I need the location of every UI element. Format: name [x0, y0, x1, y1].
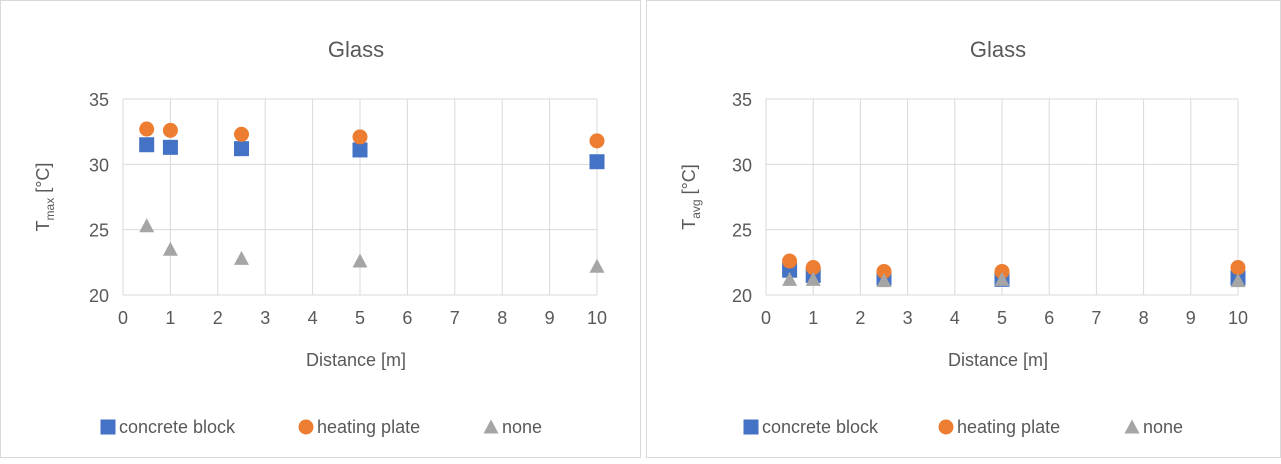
y-tick-label: 35 [732, 90, 752, 110]
x-tick-label: 3 [260, 308, 270, 328]
data-point [162, 139, 178, 155]
chart-panel-tmax: Glass 0 1 2 3 4 5 6 7 8 9 10 20 25 30 35 Distance [m] Tma… [0, 0, 641, 458]
data-point [1230, 260, 1246, 276]
y-axis-label: Tavg [°C] [679, 164, 703, 230]
data-point [1230, 273, 1246, 288]
x-axis-label: Distance [m] [306, 350, 406, 370]
series-none [782, 271, 1246, 288]
chart-title: Glass [970, 37, 1026, 62]
x-tick-label: 10 [1228, 308, 1248, 328]
data-point [139, 137, 155, 153]
x-tick-label: 0 [761, 308, 771, 328]
data-point [139, 121, 155, 137]
data-point [352, 142, 368, 158]
legend: concrete block heating plate none [743, 417, 1183, 437]
y-tick-label: 30 [89, 155, 109, 175]
legend-marker-none [1124, 419, 1140, 434]
data-point [162, 241, 178, 256]
data-point [994, 263, 1010, 279]
x-tick-label: 5 [997, 308, 1007, 328]
series-heating-plate [782, 253, 1246, 279]
y-tick-label: 30 [732, 155, 752, 175]
x-tick-label: 4 [950, 308, 960, 328]
data-point [352, 129, 368, 145]
legend-label: concrete block [762, 417, 879, 437]
chart-panel-tavg: Glass 0 1 2 3 4 5 6 7 8 9 10 20 25 30 35 Distance [m] Tav… [646, 0, 1281, 458]
data-point [139, 218, 155, 233]
x-tick-label: 6 [1044, 308, 1054, 328]
legend-marker-concrete-block [743, 419, 759, 435]
series-heating-plate [139, 121, 605, 149]
data-point [876, 263, 892, 279]
data-point [234, 126, 249, 142]
x-tick-label: 0 [118, 308, 128, 328]
chart-tmax-svg: Glass 0 1 2 3 4 5 6 7 8 9 10 20 25 30 35 Distance [m] Tma… [33, 37, 607, 437]
x-tick-label: 3 [903, 308, 913, 328]
series-concrete-block [139, 137, 605, 170]
x-tick-label: 1 [808, 308, 818, 328]
data-point [234, 250, 249, 265]
x-axis-label: Distance [m] [948, 350, 1048, 370]
chart-tavg-svg: Glass 0 1 2 3 4 5 6 7 8 9 10 20 25 30 35 Distance [m] Tav… [679, 37, 1248, 437]
legend-marker-heating-plate [298, 419, 314, 435]
gridlines [765, 98, 1239, 296]
y-tick-label: 25 [732, 221, 752, 241]
x-tick-label: 10 [587, 308, 607, 328]
data-point [782, 253, 798, 269]
x-tick-label: 1 [165, 308, 175, 328]
x-tick-label: 7 [1091, 308, 1101, 328]
x-tick-label: 9 [1186, 308, 1196, 328]
data-point [805, 260, 821, 276]
legend-label: concrete block [119, 417, 236, 437]
chart-title: Glass [328, 37, 384, 62]
legend-label: none [1143, 417, 1183, 437]
x-tick-label: 8 [497, 308, 507, 328]
x-tick-label: 8 [1139, 308, 1149, 328]
legend: concrete block heating plate none [100, 417, 542, 437]
y-tick-label: 25 [89, 221, 109, 241]
data-point [589, 258, 605, 273]
x-tick-label: 7 [450, 308, 460, 328]
y-axis-label: Tmax [°C] [33, 163, 57, 232]
x-tick-label: 6 [402, 308, 412, 328]
data-point [994, 271, 1010, 286]
legend-marker-heating-plate [938, 419, 954, 435]
legend-label: heating plate [957, 417, 1060, 437]
x-tick-label: 2 [855, 308, 865, 328]
x-tick-label: 4 [308, 308, 318, 328]
legend-marker-concrete-block [100, 419, 116, 435]
y-tick-label: 20 [732, 286, 752, 306]
series-concrete-block [782, 262, 1246, 287]
data-point [234, 141, 249, 157]
y-tick-label: 20 [89, 286, 109, 306]
x-tick-label: 9 [545, 308, 555, 328]
legend-label: none [502, 417, 542, 437]
legend-marker-none [483, 419, 499, 434]
data-point [352, 253, 368, 268]
y-tick-label: 35 [89, 90, 109, 110]
data-point [782, 271, 798, 286]
data-point [589, 133, 605, 149]
legend-label: heating plate [317, 417, 420, 437]
series-none [139, 218, 605, 273]
x-tick-label: 2 [213, 308, 223, 328]
data-point [805, 271, 821, 286]
data-point [589, 154, 605, 170]
data-point [162, 122, 178, 138]
x-tick-label: 5 [355, 308, 365, 328]
data-point [876, 273, 892, 288]
